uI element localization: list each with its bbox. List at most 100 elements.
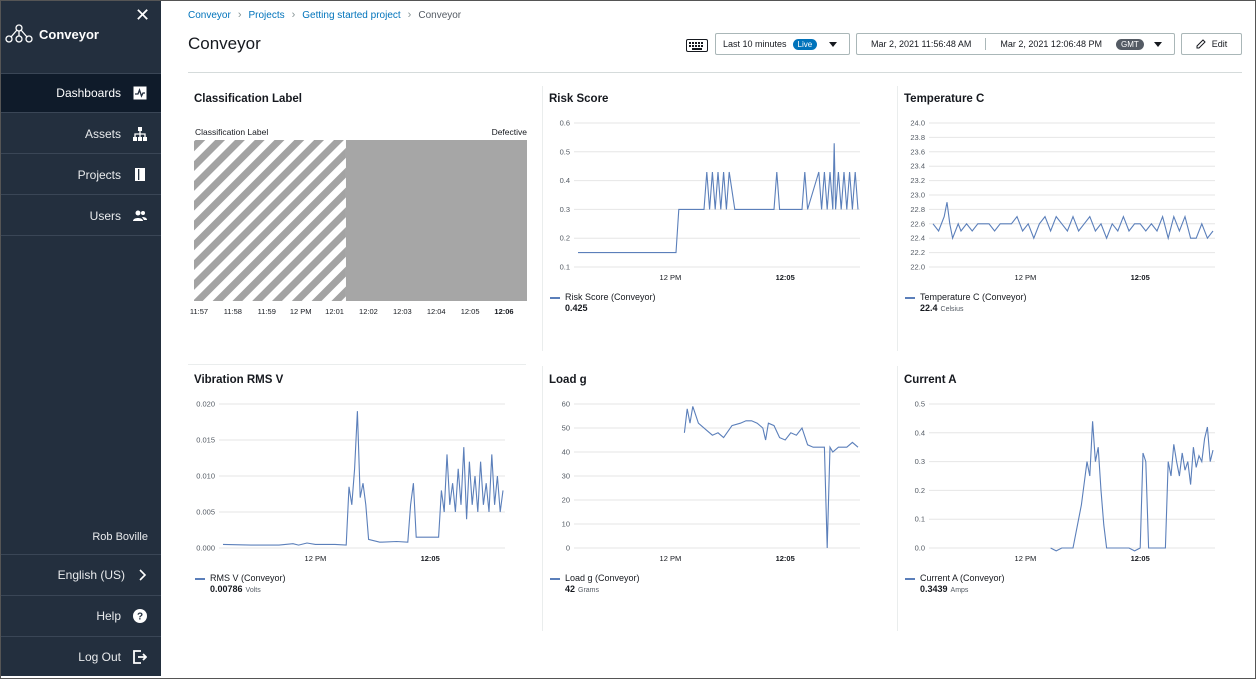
legend-series-name: RMS V (Conveyor) [210, 573, 286, 583]
legend-latest-value: 0.00786 Volts [210, 584, 261, 594]
sidebar-item-label: Projects [77, 167, 121, 182]
y-tick-label: 50 [562, 424, 570, 433]
widget-risk-score[interactable]: Risk Score 0.6 0.5 0.4 0.3 0.2 0.1 12 PM 12:05 R… [542, 89, 882, 359]
y-tick-label: 23.4 [910, 162, 925, 171]
widget-current[interactable]: Current A 0.5 0.4 0.3 0.2 0.1 0.0 12 PM 12:05 Cu… [897, 370, 1237, 640]
y-tick-label: 0.3 [560, 205, 570, 214]
x-tick-label: 11:57 [190, 307, 208, 316]
language-selector[interactable]: English (US) [1, 554, 161, 595]
y-tick-label: 0.6 [560, 119, 570, 128]
series-line [578, 143, 859, 254]
sidebar-item-label: Users [89, 208, 121, 223]
divider [188, 364, 526, 365]
breadcrumb-link[interactable]: Projects [248, 9, 285, 21]
caret-down-icon [1153, 41, 1162, 47]
divider [897, 366, 898, 631]
y-tick-label: 23.6 [910, 147, 925, 156]
logo[interactable]: Conveyor [5, 23, 99, 45]
line-chart: 0.6 0.5 0.4 0.3 0.2 0.1 12 PM 12:05 [560, 119, 860, 282]
line-chart: 24.0 23.8 23.6 23.4 23.2 23.0 22.8 22.6 22.4 22.2… [910, 119, 1215, 282]
widget-temperature[interactable]: Temperature C 24.0 23.8 23.6 23.4 23.2 23.0 22… [897, 89, 1237, 359]
y-tick-label: 24.0 [910, 119, 925, 128]
widget-classification-label[interactable]: Classification Label Classification Labe… [187, 89, 527, 359]
close-icon[interactable]: ✕ [135, 5, 151, 25]
widget-title: Classification Label [194, 93, 303, 105]
sidebar-item-projects[interactable]: Projects [1, 155, 161, 195]
sidebar: Conveyor ✕ Dashboards Assets Projects Us… [1, 1, 161, 676]
y-tick-label: 60 [562, 400, 570, 409]
legend-latest-value: 0.425 [565, 303, 588, 313]
y-tick-label: 30 [562, 472, 570, 481]
legend[interactable]: Current A (Conveyor) 0.3439 Amps [905, 573, 1005, 594]
date-range-picker[interactable]: Mar 2, 2021 11:56:48 AM Mar 2, 2021 12:0… [856, 33, 1175, 55]
legend[interactable]: Risk Score (Conveyor) 0.425 [550, 292, 656, 313]
timeline-segment [345, 140, 527, 301]
legend-swatch [905, 577, 915, 580]
keyboard-icon[interactable] [686, 35, 708, 55]
y-tick-label: 10 [562, 520, 570, 529]
language-label: English (US) [57, 568, 125, 582]
y-tick-label: 0.4 [915, 428, 925, 437]
legend-series-name: Load g (Conveyor) [565, 573, 640, 583]
y-tick-label: 0.0 [915, 544, 925, 553]
x-tick-label: 12:06 [494, 307, 513, 316]
legend-swatch [550, 577, 560, 580]
page-title: Conveyor [188, 34, 261, 53]
help-button[interactable]: Help ? [1, 595, 161, 636]
divider [542, 86, 543, 351]
widget-title: Current A [904, 374, 957, 386]
legend-unit: Celsius [940, 306, 964, 313]
time-range-dropdown[interactable]: Last 10 minutes Live [715, 33, 850, 55]
x-tick-label: 12:05 [776, 273, 795, 282]
widget-vibration[interactable]: Vibration RMS V 0.020 0.015 0.010 0.005 0.00… [187, 370, 527, 640]
legend-series-name: Temperature C (Conveyor) [920, 292, 1027, 302]
sidebar-item-label: Assets [84, 126, 121, 141]
edit-button[interactable]: Edit [1181, 33, 1242, 55]
widget-load[interactable]: Load g 60 50 40 30 20 10 0 12 PM 12:05 Load g (Co… [542, 370, 882, 640]
breadcrumb-current: Conveyor [418, 9, 462, 21]
x-tick-label: 12:02 [359, 307, 378, 316]
y-tick-label: 0.020 [196, 400, 215, 409]
x-tick-label: 12:01 [325, 307, 344, 316]
logout-button[interactable]: Log Out [1, 636, 161, 677]
caret-down-icon [829, 41, 838, 47]
book-icon [135, 167, 145, 181]
breadcrumb-link[interactable]: Conveyor [188, 9, 231, 21]
hierarchy-icon [133, 126, 147, 141]
y-tick-label: 0.2 [915, 486, 925, 495]
y-tick-label: 0 [566, 544, 570, 553]
end-date: Mar 2, 2021 12:06:48 PM [1000, 39, 1102, 49]
chevron-right-icon [139, 569, 147, 581]
sidebar-item-assets[interactable]: Assets [1, 114, 161, 154]
y-tick-label: 0.015 [196, 436, 215, 445]
chevron-right-icon: › [237, 9, 242, 21]
x-tick-label: 12:05 [1131, 554, 1150, 563]
x-tick-label: 12:04 [427, 307, 446, 316]
legend-unit: Amps [950, 587, 969, 594]
divider [897, 86, 898, 351]
sidebar-item-users[interactable]: Users [1, 196, 161, 236]
x-tick-label: 12:05 [461, 307, 480, 316]
row-label: Classification Label [195, 127, 268, 137]
legend-swatch [905, 296, 915, 299]
breadcrumb-link[interactable]: Getting started project [302, 9, 401, 21]
logout-label: Log Out [78, 650, 121, 664]
legend-series-name: Risk Score (Conveyor) [565, 292, 656, 302]
x-tick-label: 12:05 [1131, 273, 1150, 282]
start-date: Mar 2, 2021 11:56:48 AM [871, 39, 972, 49]
legend[interactable]: RMS V (Conveyor) 0.00786 Volts [195, 573, 286, 594]
legend-latest-value: 22.4 Celsius [920, 303, 964, 313]
legend[interactable]: Temperature C (Conveyor) 22.4 Celsius [905, 292, 1027, 313]
y-tick-label: 0.010 [196, 472, 215, 481]
y-tick-label: 22.8 [910, 205, 925, 214]
users-icon [133, 210, 147, 221]
legend-series-name: Current A (Conveyor) [920, 573, 1005, 583]
divider [985, 38, 987, 50]
y-tick-label: 23.2 [910, 176, 925, 185]
legend-latest-value: 0.3439 Amps [920, 584, 969, 594]
sidebar-item-dashboards[interactable]: Dashboards [1, 73, 161, 113]
legend[interactable]: Load g (Conveyor) 42 Grams [550, 573, 640, 594]
chevron-right-icon: › [291, 9, 296, 21]
divider [188, 72, 1242, 73]
legend-latest-value: 42 Grams [565, 584, 600, 594]
